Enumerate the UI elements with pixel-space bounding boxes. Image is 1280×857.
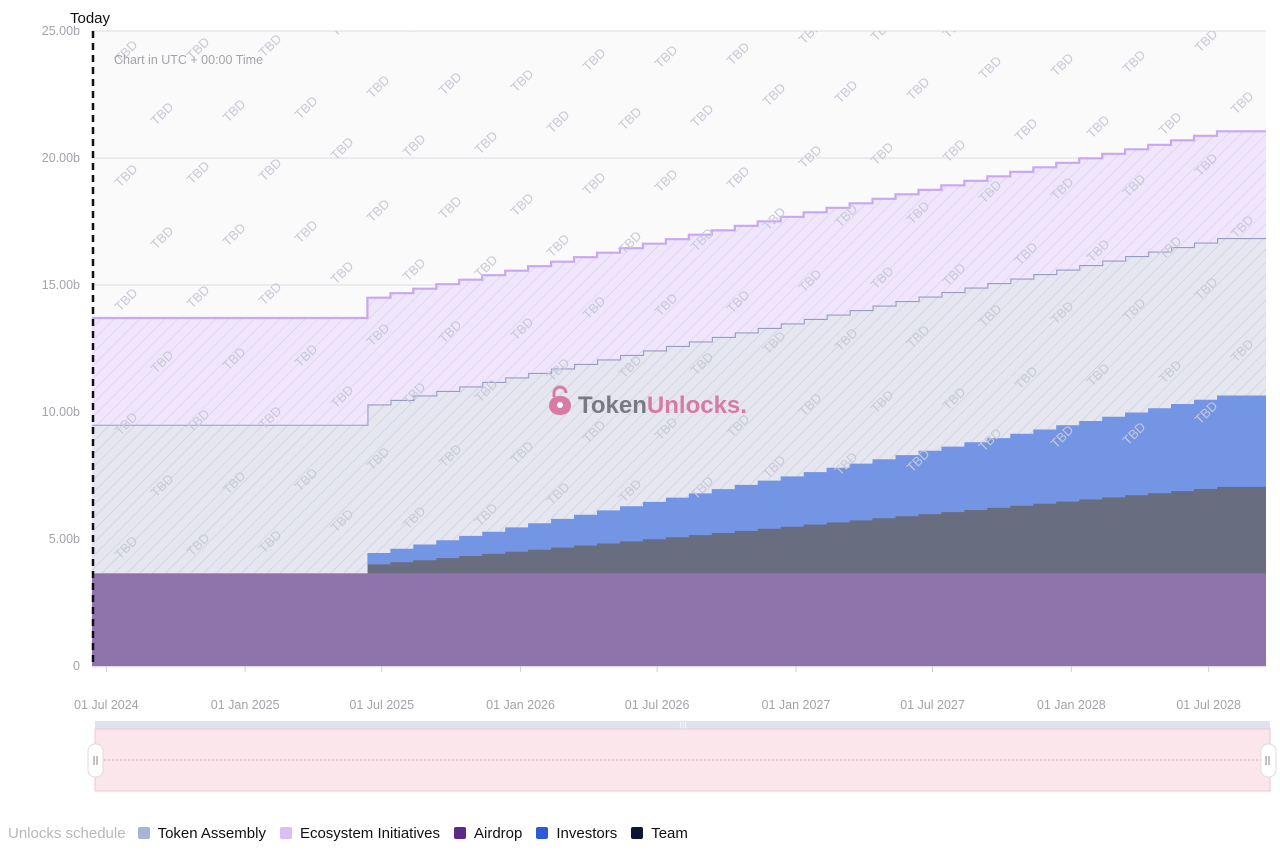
tbd-label: TBD [220, 0, 249, 1]
x-tick-label: 01 Jul 2027 [900, 698, 965, 712]
x-tick-label: 01 Jan 2025 [211, 698, 280, 712]
x-tick-label: 01 Jul 2025 [349, 698, 414, 712]
axes: 0 5.00b 10.00b 15.00b 20.00b 25.00b 01 Jul 202… [42, 24, 1266, 712]
svg-text:TokenUnlocks.: TokenUnlocks. [578, 392, 747, 419]
navigator-left-handle[interactable] [87, 743, 104, 778]
tbd-label: TBD [1084, 0, 1113, 17]
legend-label: Ecosystem Initiatives [299, 824, 440, 842]
x-tick-label: 01 Jan 2026 [486, 698, 555, 712]
legend-item-ecosystem-initiatives[interactable]: Ecosystem Initiatives [279, 824, 440, 842]
today-label: Today [70, 10, 111, 27]
y-tick-label: 0 [73, 659, 80, 673]
tbd-label: TBD [616, 0, 645, 9]
x-tick-label: 01 Jan 2028 [1037, 698, 1106, 712]
series-areas [92, 130, 1266, 666]
legend-label: Token Assembly [157, 824, 266, 842]
x-tick-label: 01 Jul 2026 [625, 698, 690, 712]
y-tick-label: 20.00b [42, 151, 80, 165]
legend: Unlocks schedule Token Assembly Ecosyste… [8, 822, 702, 844]
legend-title: Unlocks schedule [8, 824, 126, 842]
tbd-label: TBD [688, 0, 717, 6]
tbd-label: TBD [940, 12, 969, 41]
tbd-label: TBD [1156, 0, 1185, 14]
legend-label: Investors [556, 824, 618, 842]
legend-item-investors[interactable]: Investors [536, 825, 617, 842]
navigator-grip-icon[interactable]: ||| [679, 721, 687, 730]
tbd-label: TBD [544, 0, 573, 12]
watermark-token: Token [578, 392, 647, 419]
legend-item-airdrop[interactable]: Airdrop [454, 825, 522, 842]
area-investors[interactable] [92, 395, 1266, 574]
area-team[interactable] [92, 486, 1266, 574]
chart-note: Chart in UTC + 00:00 Time [114, 53, 263, 67]
legend-item-team[interactable]: Team [631, 825, 688, 842]
x-tick-label: 01 Jul 2024 [74, 698, 139, 712]
area-airdrop[interactable] [92, 573, 1266, 666]
x-tick-label: 01 Jan 2027 [762, 698, 831, 712]
lock-icon [549, 385, 571, 415]
y-tick-label: 10.00b [42, 405, 80, 419]
legend-swatch [631, 827, 644, 839]
legend-swatch [137, 827, 150, 839]
navigator-top-bar[interactable] [95, 721, 1270, 729]
legend-swatch [536, 827, 549, 839]
tbd-label: TBD [328, 10, 357, 39]
line-ecosystem-initiatives [92, 130, 1266, 320]
tbd-label: TBD [472, 4, 501, 33]
hatch-token-assembly [92, 238, 1266, 574]
legend-label: Airdrop [474, 824, 523, 842]
y-tick-label: 15.00b [42, 278, 80, 292]
x-tick-label: 01 Jul 2028 [1176, 698, 1241, 712]
navigator-window[interactable] [94, 728, 1271, 792]
watermark-unlocks: Unlocks. [647, 392, 747, 419]
legend-label: Team [651, 824, 688, 842]
navigator-right-handle[interactable] [1260, 743, 1277, 778]
tbd-label: TBD [148, 0, 177, 4]
legend-swatch [279, 827, 292, 839]
legend-swatch [454, 827, 466, 839]
y-tick-label: 5.00b [49, 532, 80, 546]
watermark-logo: TokenUnlocks. [549, 385, 747, 419]
hatch-ecosystem-initiatives [92, 131, 1266, 425]
legend-item-token-assembly[interactable]: Token Assembly [137, 824, 266, 842]
tbd-label: TBD [1012, 0, 1041, 20]
range-navigator[interactable]: ||| [87, 721, 1277, 792]
y-tick-label: 25.00b [42, 24, 80, 38]
